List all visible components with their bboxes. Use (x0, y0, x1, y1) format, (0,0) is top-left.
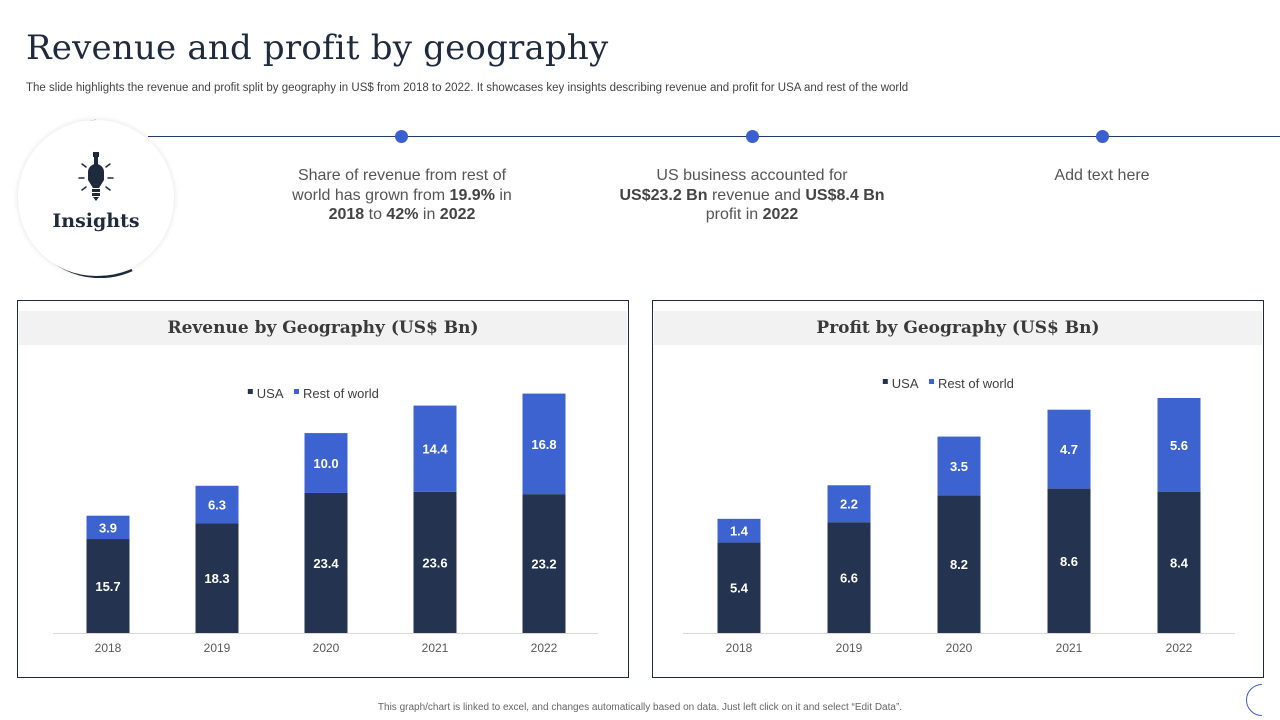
label-row-2020: 10.0 (313, 456, 338, 471)
footer-note: This graph/chart is linked to excel, and… (377, 702, 903, 713)
bar-usa-2019[interactable] (827, 522, 871, 633)
profit-chart-panel[interactable]: Profit by Geography (US$ Bn) 5.4 1.4 2018 6… (652, 300, 1264, 678)
bar-usa-2018[interactable] (86, 539, 130, 633)
bar-row-2022[interactable] (1157, 397, 1201, 492)
bar-row-2021[interactable] (1047, 409, 1091, 489)
tick-label-2020: 2020 (946, 641, 973, 655)
legend-label-0: USA (257, 386, 284, 401)
insight-1-text-a: Share of revenue from rest of (297, 167, 507, 184)
insight-1: Share of revenue from rest of world has … (262, 166, 542, 225)
legend-swatch-0 (882, 379, 888, 384)
insights-label: Insights (52, 210, 140, 232)
chart-legend-0: USA Rest of world (247, 386, 379, 401)
tick-label-2018: 2018 (726, 641, 753, 655)
insight-2: US business accounted for US$23.2 Bn rev… (612, 166, 892, 225)
bar-row-2020[interactable] (304, 433, 348, 493)
label-row-2018: 1.4 (730, 524, 749, 539)
tick-label-2021: 2021 (422, 641, 449, 655)
label-row-2020: 3.5 (950, 459, 968, 474)
revenue-chart-panel[interactable]: Revenue by Geography (US$ Bn) 15.7 3.9 201… (17, 300, 629, 678)
label-usa-2020: 8.2 (950, 557, 968, 572)
bar-row-2018[interactable] (717, 518, 761, 543)
insight-3: Add text here (1054, 167, 1150, 184)
label-row-2022: 16.8 (531, 437, 556, 452)
bar-usa-2022[interactable] (522, 494, 566, 633)
insight-1-year-b: 2022 (439, 206, 476, 223)
page-subtitle: The slide highlights the revenue and pro… (26, 82, 909, 94)
chart-svg-0[interactable]: 15.7 3.9 2018 18.3 6.3 2019 23.4 10.0 2020 23.6 14… (18, 301, 628, 677)
profit-chart-title: Profit by Geography (US$ Bn) (654, 311, 1262, 345)
bar-row-2018[interactable] (86, 515, 130, 540)
insight-1-value-b: 42% (386, 206, 419, 223)
label-row-2019: 6.3 (208, 498, 226, 513)
label-row-2021: 4.7 (1060, 442, 1078, 457)
label-usa-2018: 15.7 (95, 579, 120, 594)
bar-usa-2018[interactable] (717, 542, 761, 633)
label-usa-2021: 8.6 (1060, 554, 1078, 569)
timeline-dot-2 (746, 130, 759, 143)
legend-label-1: Rest of world (938, 376, 1014, 391)
bar-row-2019[interactable] (195, 485, 239, 524)
insight-1-text-d: to (364, 206, 387, 223)
chart-legend-1: USA Rest of world (882, 376, 1014, 391)
revenue-chart-title: Revenue by Geography (US$ Bn) (19, 311, 627, 345)
label-usa-2019: 6.6 (840, 571, 858, 586)
insight-1-text-c: in (494, 186, 512, 204)
legend-swatch-1 (294, 389, 299, 394)
bar-usa-2020[interactable] (304, 492, 348, 633)
insights-badge: Insights (14, 118, 178, 278)
label-row-2018: 3.9 (99, 520, 117, 535)
bar-row-2021[interactable] (413, 405, 457, 492)
label-usa-2022: 23.2 (531, 557, 556, 572)
insight-1-value-a: 19.9% (449, 186, 495, 204)
chart-svg-1[interactable]: 5.4 1.4 2018 6.6 2.2 2019 8.2 3.5 2020 8.6 4.7 2021… (653, 301, 1263, 677)
bar-row-2020[interactable] (937, 436, 981, 496)
bar-usa-2020[interactable] (937, 495, 981, 633)
tick-label-2020: 2020 (313, 641, 340, 655)
legend-swatch-0 (247, 389, 253, 394)
label-usa-2022: 8.4 (1170, 555, 1189, 570)
legend-label-1: Rest of world (303, 386, 379, 401)
page-title: Revenue and profit by geography (26, 28, 609, 68)
insight-2-year: 2022 (762, 206, 799, 223)
bar-usa-2022[interactable] (1157, 491, 1201, 633)
lightbulb-icon (78, 152, 114, 201)
insight-2-text-c: profit in (705, 206, 763, 223)
insight-2-value-a: US$23.2 Bn (619, 186, 708, 204)
label-row-2022: 5.6 (1170, 438, 1188, 453)
label-usa-2021: 23.6 (422, 555, 447, 570)
label-row-2019: 2.2 (840, 497, 858, 512)
label-usa-2018: 5.4 (730, 581, 749, 596)
legend-swatch-1 (929, 379, 934, 384)
insight-1-text-b: world has grown from (292, 186, 450, 204)
tick-label-2021: 2021 (1056, 641, 1083, 655)
legend-label-0: USA (892, 376, 919, 391)
insight-2-text-b: revenue and (707, 186, 806, 204)
timeline-dot-3 (1096, 130, 1109, 143)
tick-label-2022: 2022 (1166, 641, 1193, 655)
bar-row-2022[interactable] (522, 393, 566, 495)
insight-2-value-b: US$8.4 Bn (805, 186, 885, 204)
label-usa-2020: 23.4 (313, 556, 339, 571)
tick-label-2018: 2018 (95, 641, 122, 655)
bar-usa-2021[interactable] (413, 491, 457, 633)
tick-label-2019: 2019 (204, 641, 231, 655)
bar-usa-2019[interactable] (195, 523, 239, 633)
insight-1-year-a: 2018 (328, 206, 365, 223)
insight-2-text-a: US business accounted for (656, 167, 848, 184)
timeline-line (148, 136, 1280, 137)
bar-usa-2021[interactable] (1047, 488, 1091, 633)
tick-label-2022: 2022 (531, 641, 558, 655)
insight-1-text-e: in (418, 206, 440, 223)
label-usa-2019: 18.3 (204, 571, 229, 586)
tick-label-2019: 2019 (836, 641, 863, 655)
label-row-2021: 14.4 (422, 442, 448, 457)
timeline-dot-1 (395, 130, 408, 143)
bar-row-2019[interactable] (827, 485, 871, 523)
